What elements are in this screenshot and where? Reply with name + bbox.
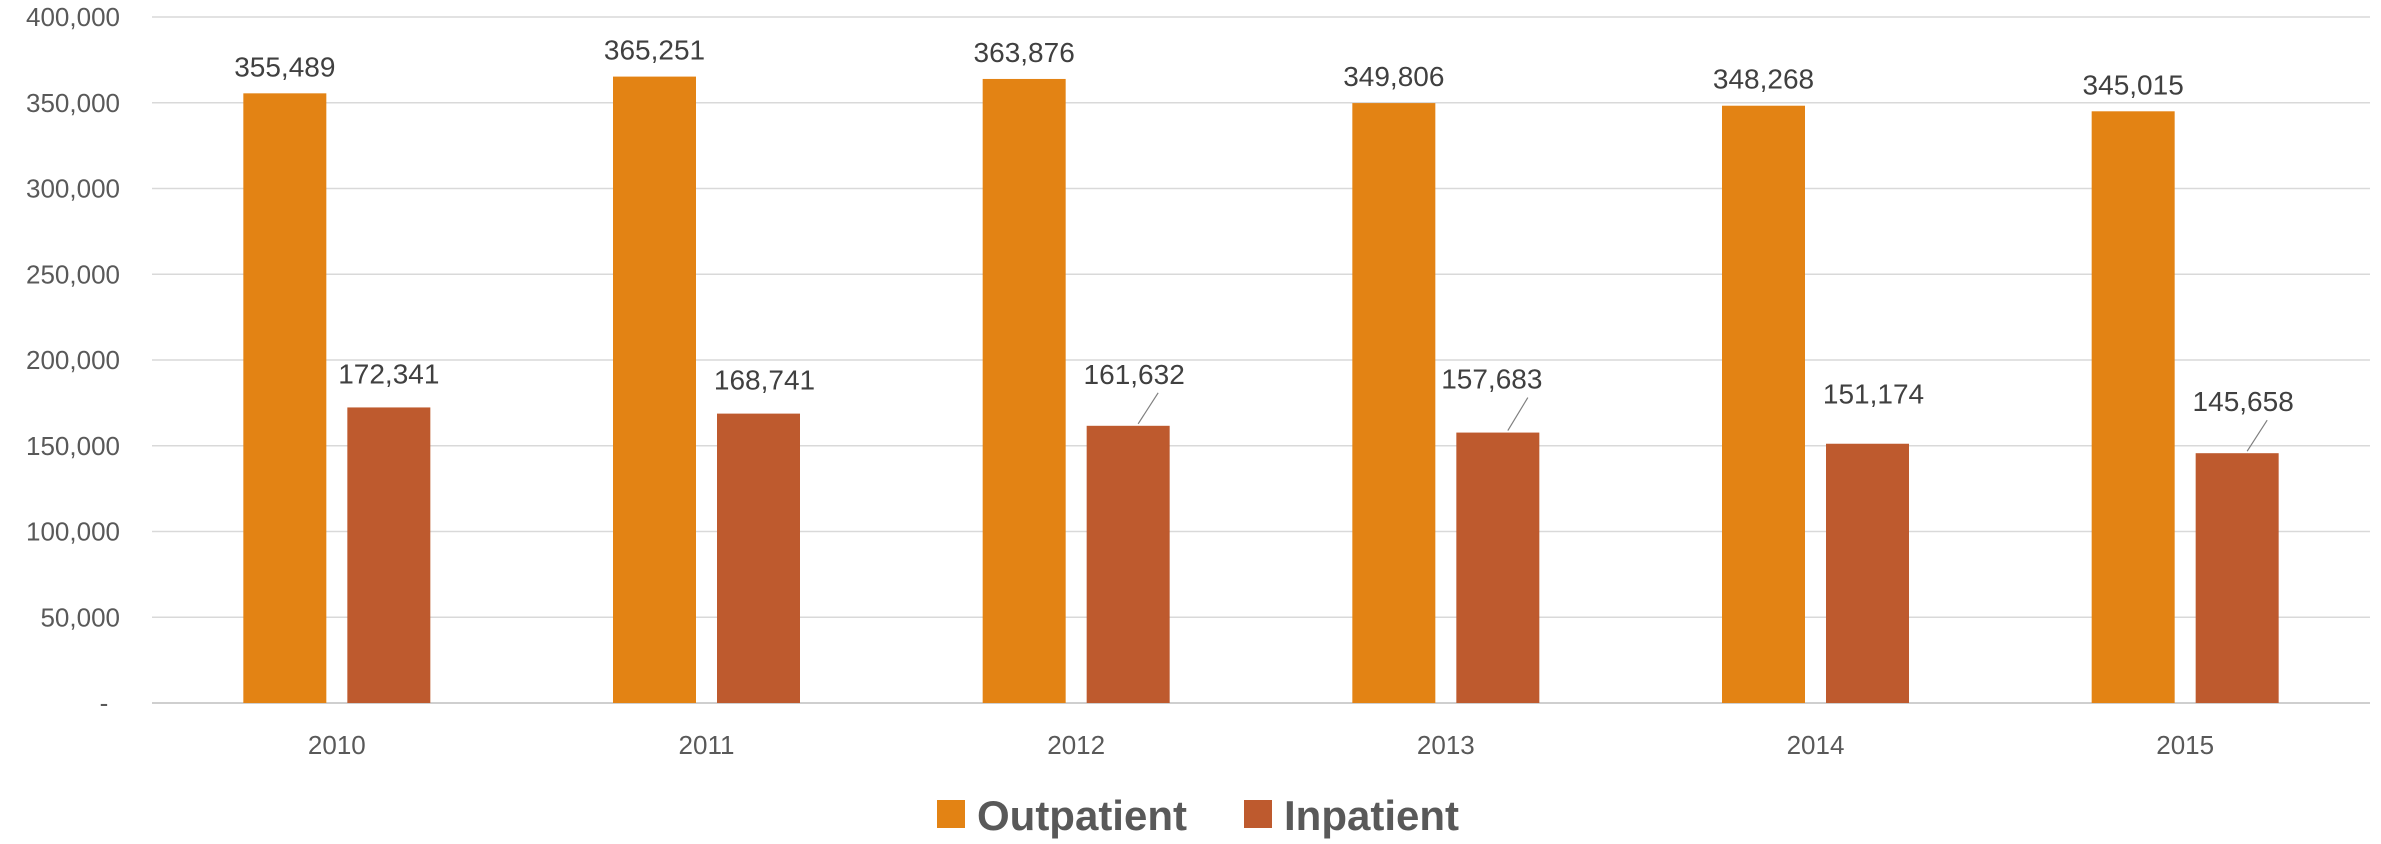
legend-item-inpatient: Inpatient (1244, 792, 1459, 839)
y-tick-label: 250,000 (26, 259, 120, 289)
data-label-inpatient: 157,683 (1441, 364, 1542, 395)
bar-inpatient-2015 (2195, 453, 2279, 703)
data-labels: 355,489 172,341 365,251 168,741 363,876 161,6… (234, 35, 2294, 452)
data-label-leader (1137, 392, 1159, 425)
data-label-outpatient: 345,015 (2083, 69, 2184, 100)
bar-inpatient-2014 (1826, 443, 1909, 703)
x-tick-label: 2010 (308, 730, 366, 760)
y-tick-label: 150,000 (26, 431, 120, 461)
y-tick-label: 300,000 (26, 174, 120, 204)
x-tick-label: 2014 (1787, 730, 1845, 760)
data-label-outpatient: 363,876 (974, 37, 1075, 68)
y-tick-label: 50,000 (40, 602, 120, 632)
data-label-inpatient: 172,341 (338, 358, 439, 389)
legend-swatch (1244, 800, 1272, 828)
y-tick-label: 400,000 (26, 2, 120, 32)
x-axis-tick-labels: 2010 2011 2012 2013 2014 2015 (308, 730, 2214, 760)
y-tick-label: 350,000 (26, 88, 120, 118)
data-label-inpatient: 168,741 (714, 365, 815, 396)
y-tick-label: - (100, 688, 109, 718)
x-tick-label: 2011 (679, 730, 735, 760)
bars (243, 76, 2279, 704)
legend-item-outpatient: Outpatient (937, 792, 1187, 839)
data-label-outpatient: 348,268 (1713, 64, 1814, 95)
bar-outpatient-2011 (613, 76, 696, 703)
data-label-inpatient: 161,632 (1084, 359, 1185, 390)
bar-outpatient-2015 (2091, 111, 2175, 704)
x-tick-label: 2015 (2156, 730, 2214, 760)
legend-swatch (937, 800, 965, 828)
data-label-leader (2246, 419, 2268, 452)
data-label-leader (1507, 397, 1529, 431)
bar-outpatient-2010 (243, 93, 327, 703)
y-tick-label: 200,000 (26, 345, 120, 375)
bar-inpatient-2013 (1456, 432, 1540, 703)
legend-label: Outpatient (977, 792, 1187, 839)
bar-inpatient-2010 (347, 407, 431, 703)
bar-outpatient-2014 (1722, 105, 1805, 703)
data-label-inpatient: 151,174 (1823, 379, 1924, 410)
y-tick-label: 100,000 (26, 517, 120, 547)
x-tick-label: 2012 (1047, 730, 1105, 760)
data-label-outpatient: 355,489 (234, 51, 335, 82)
legend-label: Inpatient (1284, 792, 1459, 839)
bar-inpatient-2012 (1086, 425, 1170, 703)
bar-outpatient-2013 (1352, 103, 1436, 704)
y-axis-tick-labels: - 50,000 100,000 150,000 200,000 250,000 300,0… (26, 2, 120, 718)
data-label-outpatient: 365,251 (604, 35, 705, 66)
data-label-outpatient: 349,806 (1343, 61, 1444, 92)
legend: Outpatient Inpatient (937, 792, 1459, 839)
bar-inpatient-2011 (717, 413, 800, 703)
gridlines (152, 16, 2370, 704)
bar-outpatient-2012 (982, 78, 1066, 704)
x-tick-label: 2013 (1417, 730, 1475, 760)
data-label-inpatient: 145,658 (2193, 386, 2294, 417)
